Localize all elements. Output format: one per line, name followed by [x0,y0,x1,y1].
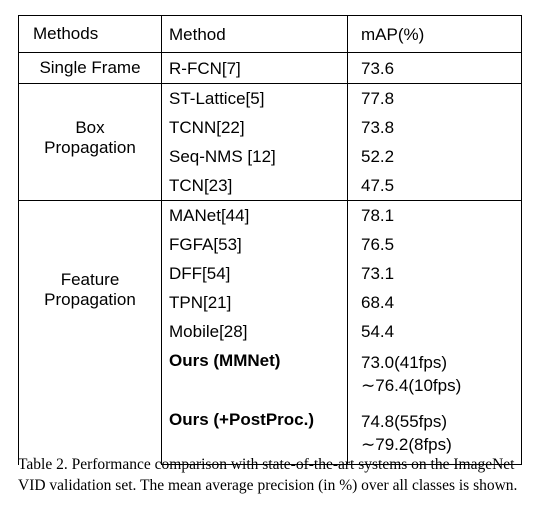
table-row: TCN[23] 47.5 [19,171,522,201]
table-row: FGFA[53] 76.5 [19,230,522,259]
map-cell: 77.8 [347,83,522,113]
map-cell: 73.6 [347,52,522,84]
results-table: Methods Method mAP(%) Single Frame R-FCN… [18,15,522,465]
single-frame-row: Single Frame R-FCN[7] 73.6 [18,52,522,84]
method-cell: ST-Lattice[5] [161,83,348,113]
method-cell: Ours (+PostProc.) [161,405,348,465]
method-cell: Mobile[28] [161,317,348,346]
method-cell: MANet[44] [161,200,348,230]
table-caption: Table 2. Performance comparison with sta… [18,456,518,494]
group-label-line: Propagation [44,138,136,157]
map-cell: 47.5 [347,171,522,201]
group-box-propagation: Box Propagation [18,83,162,201]
group-label-line: Box [75,118,105,137]
map-cell: 73.1 [347,259,522,288]
table-row-ours-postproc: Ours (+PostProc.) 74.8(55fps) ∼79.2(8fps) [19,405,522,465]
header-method: Method [161,15,348,53]
header-row: Methods Method mAP(%) [18,15,522,53]
method-cell: Seq-NMS [12] [161,142,348,171]
header-map: mAP(%) [347,15,522,53]
map-cell: 52.2 [347,142,522,171]
map-value: 73.0(41fps) [361,353,447,372]
table-row: TPN[21] 68.4 [19,288,522,317]
method-cell: FGFA[53] [161,230,348,259]
group-single-frame: Single Frame [18,52,162,84]
map-cell: 73.0(41fps) ∼76.4(10fps) [347,346,522,405]
group-label-line: Propagation [44,289,136,309]
method-cell: TPN[21] [161,288,348,317]
table-row: Mobile[28] 54.4 [19,317,522,346]
table-row: TCNN[22] 73.8 [19,113,522,142]
map-cell: 78.1 [347,200,522,230]
method-cell: Ours (MMNet) [161,346,348,405]
map-cell: 68.4 [347,288,522,317]
method-cell: R-FCN[7] [161,52,348,84]
map-value: ∼76.4(10fps) [361,376,462,395]
table-row: Feature Propagation MANet[44] 78.1 [18,200,522,465]
group-label-line: Feature [60,269,120,289]
table-row: Box Propagation ST-Lattice[5] 77.8 [18,83,522,201]
map-value: ∼79.2(8fps) [361,435,452,454]
map-cell: 74.8(55fps) ∼79.2(8fps) [347,405,522,465]
group-feature-propagation: Feature Propagation [18,200,162,465]
map-cell: 73.8 [347,113,522,142]
table-row: DFF[54] 73.1 [19,259,522,288]
table-row-ours-mmnet: Ours (MMNet) 73.0(41fps) ∼76.4(10fps) [19,346,522,405]
table-row: Seq-NMS [12] 52.2 [19,142,522,171]
method-cell: TCN[23] [161,171,348,201]
method-cell: TCNN[22] [161,113,348,142]
map-cell: 54.4 [347,317,522,346]
header-methods: Methods [18,15,162,53]
map-value: 74.8(55fps) [361,412,447,431]
method-cell: DFF[54] [161,259,348,288]
map-cell: 76.5 [347,230,522,259]
